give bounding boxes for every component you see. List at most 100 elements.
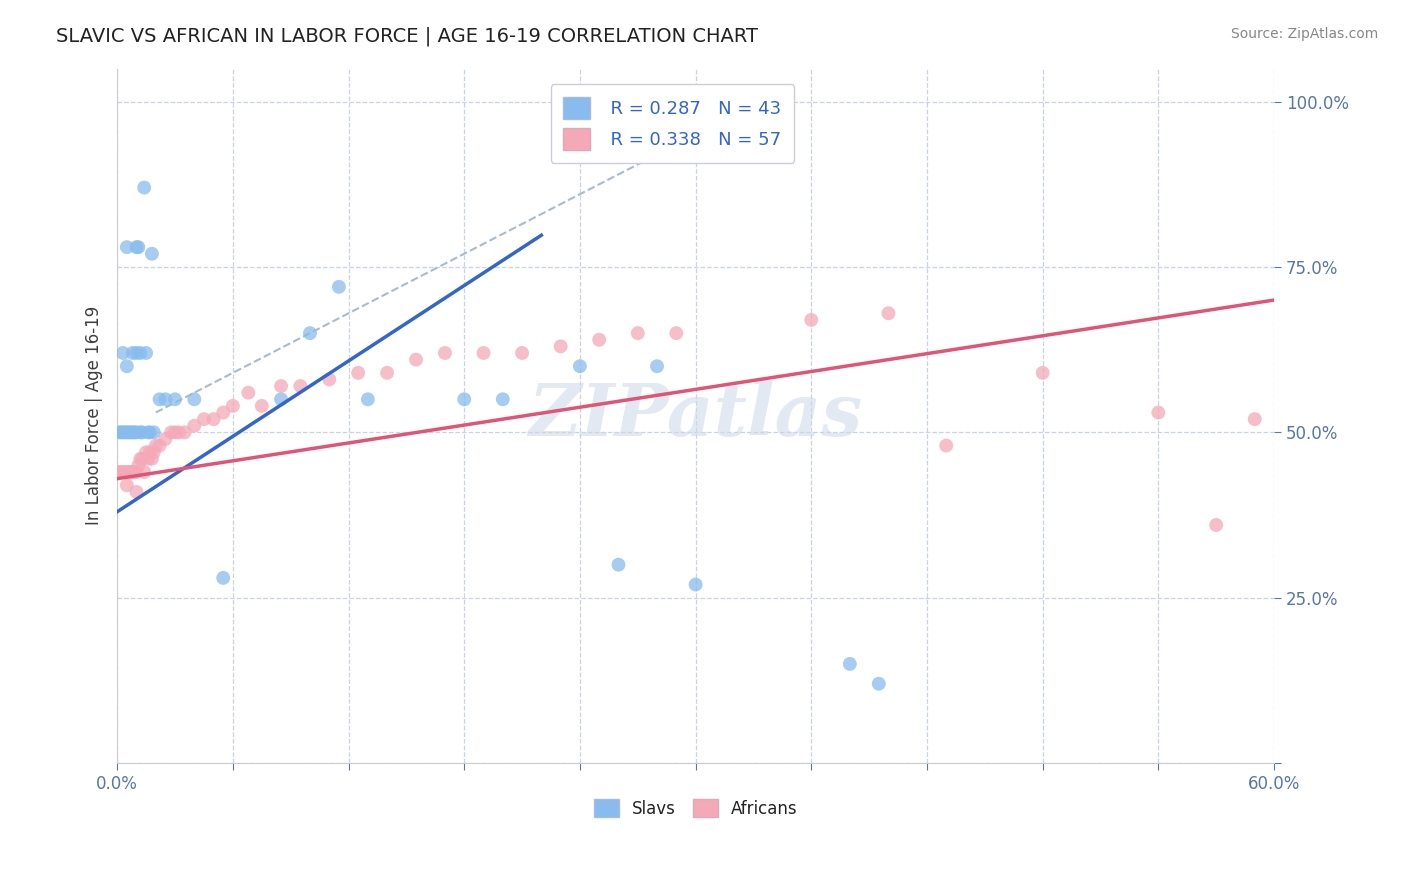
Point [250, 399, 273, 413]
Point [550, 339, 572, 353]
Point [115, 465, 138, 479]
Point [114, 465, 136, 479]
Point [347, 366, 370, 380]
Point [155, 432, 177, 446]
Point [433, 346, 456, 360]
Point [135, 346, 157, 360]
Point [121, 346, 143, 360]
Point [270, 392, 292, 407]
Point [183, 418, 205, 433]
Point [125, 465, 148, 479]
Point [108, 465, 131, 479]
Point [492, 392, 515, 407]
Point [115, 478, 138, 492]
Point [149, 392, 172, 407]
Point [167, 425, 190, 440]
Point [141, 451, 163, 466]
Point [108, 425, 131, 440]
Point [124, 425, 146, 440]
Point [155, 392, 177, 407]
Point [120, 425, 142, 440]
Point [665, 326, 688, 340]
Point [877, 306, 900, 320]
Point [111, 425, 134, 440]
Point [627, 326, 650, 340]
Point [290, 379, 312, 393]
Point [685, 577, 707, 591]
Point [142, 425, 165, 440]
Point [115, 425, 138, 440]
Point [405, 352, 427, 367]
Point [202, 412, 225, 426]
Point [212, 571, 235, 585]
Y-axis label: In Labor Force | Age 16-19: In Labor Force | Age 16-19 [86, 306, 103, 525]
Point [124, 465, 146, 479]
Point [125, 240, 148, 254]
Text: SLAVIC VS AFRICAN IN LABOR FORCE | AGE 16-19 CORRELATION CHART: SLAVIC VS AFRICAN IN LABOR FORCE | AGE 1… [56, 27, 758, 46]
Point [139, 425, 162, 440]
Point [163, 392, 186, 407]
Point [318, 372, 340, 386]
Point [129, 451, 152, 466]
Point [125, 425, 148, 440]
Point [118, 425, 141, 440]
Point [149, 439, 172, 453]
Point [135, 445, 157, 459]
Point [136, 451, 159, 466]
Point [134, 180, 156, 194]
Point [139, 445, 162, 459]
Point [120, 465, 142, 479]
Point [142, 445, 165, 459]
Point [1243, 412, 1265, 426]
Point [110, 465, 132, 479]
Point [193, 412, 215, 426]
Point [645, 359, 668, 374]
Point [173, 425, 195, 440]
Point [1147, 405, 1170, 419]
Point [607, 558, 630, 572]
Point [270, 379, 292, 393]
Point [328, 280, 350, 294]
Text: ZIPatlas: ZIPatlas [529, 380, 863, 451]
Point [375, 366, 398, 380]
Point [1032, 366, 1054, 380]
Point [111, 346, 134, 360]
Point [238, 385, 260, 400]
Point [145, 439, 167, 453]
Text: Source: ZipAtlas.com: Source: ZipAtlas.com [1230, 27, 1378, 41]
Point [800, 313, 823, 327]
Point [212, 405, 235, 419]
Point [1205, 518, 1227, 533]
Point [110, 425, 132, 440]
Point [127, 240, 149, 254]
Point [510, 346, 533, 360]
Point [136, 425, 159, 440]
Point [838, 657, 860, 671]
Point [125, 346, 148, 360]
Point [114, 425, 136, 440]
Point [141, 246, 163, 260]
Point [163, 425, 186, 440]
Point [131, 425, 153, 440]
Point [129, 346, 152, 360]
Point [111, 465, 134, 479]
Point [453, 392, 475, 407]
Point [298, 326, 321, 340]
Point [129, 425, 152, 440]
Legend: Slavs, Africans: Slavs, Africans [588, 793, 804, 824]
Point [131, 451, 153, 466]
Point [134, 465, 156, 479]
Point [121, 465, 143, 479]
Point [357, 392, 380, 407]
Point [935, 439, 957, 453]
Point [118, 465, 141, 479]
Point [868, 677, 890, 691]
Point [115, 240, 138, 254]
Point [588, 333, 610, 347]
Point [222, 399, 245, 413]
Point [127, 458, 149, 473]
Point [160, 425, 183, 440]
Point [125, 484, 148, 499]
Point [121, 425, 143, 440]
Point [183, 392, 205, 407]
